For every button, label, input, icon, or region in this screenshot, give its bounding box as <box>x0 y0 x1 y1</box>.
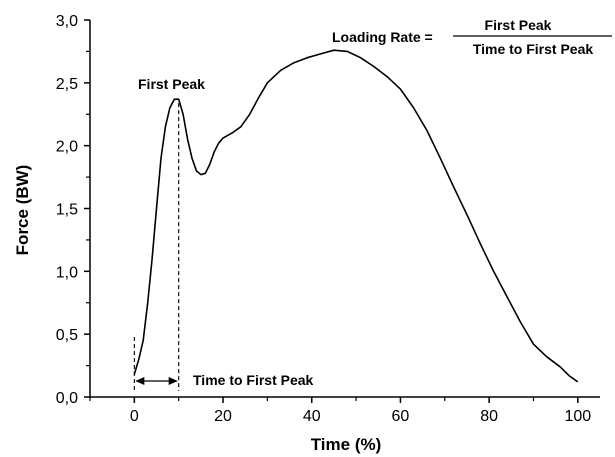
x-tick-label: 60 <box>392 408 410 425</box>
plot-area: 0 20 40 60 80 100 0,0 0,5 1,0 1,5 2,0 2,5 3,0 <box>56 13 600 425</box>
loading-rate-denominator: Time to First Peak <box>473 41 594 57</box>
x-ticks: 0 20 40 60 80 100 <box>89 397 591 425</box>
time-arrow-head-right <box>168 377 178 385</box>
loading-rate-numerator: First Peak <box>485 17 552 33</box>
x-tick-label: 0 <box>130 408 139 425</box>
x-tick-label: 40 <box>303 408 321 425</box>
y-tick-label: 1,0 <box>56 264 78 281</box>
time-to-first-peak-label: Time to First Peak <box>193 372 314 388</box>
x-axis-title: Time (%) <box>311 435 382 454</box>
time-arrow-head-left <box>135 377 145 385</box>
y-tick-label: 2,0 <box>56 139 78 156</box>
y-ticks: 0,0 0,5 1,0 1,5 2,0 2,5 3,0 <box>56 13 90 407</box>
y-axis-title: Force (BW) <box>13 165 32 256</box>
y-tick-label: 3,0 <box>56 13 78 30</box>
y-tick-label: 0,0 <box>56 390 78 407</box>
x-tick-label: 80 <box>480 408 498 425</box>
force-curve <box>133 49 579 383</box>
y-tick-label: 0,5 <box>56 327 78 344</box>
annotations <box>133 103 180 391</box>
x-tick-label: 100 <box>564 408 591 425</box>
x-tick-label: 20 <box>214 408 232 425</box>
first-peak-label: First Peak <box>138 76 205 92</box>
loading-rate-label: Loading Rate = <box>332 29 433 45</box>
series <box>133 49 579 383</box>
y-tick-label: 1,5 <box>56 202 78 219</box>
y-tick-label: 2,5 <box>56 76 78 93</box>
